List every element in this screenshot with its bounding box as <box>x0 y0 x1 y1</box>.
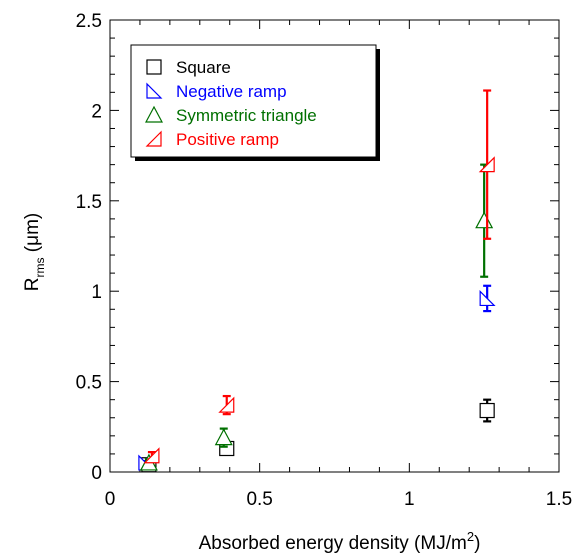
data-point <box>475 211 494 229</box>
series-symmetric-triangle <box>139 163 494 471</box>
legend-marker <box>145 105 163 123</box>
y-tick-label: 1 <box>91 282 102 303</box>
x-axis-title: Absorbed energy density (MJ/m2) <box>199 529 481 554</box>
y-tick-label: 2.5 <box>76 11 102 32</box>
x-axis-title-end: ) <box>474 533 480 554</box>
y-axis-title: Rrms (μm) <box>22 213 47 291</box>
data-point <box>478 156 495 173</box>
legend-entry: Positive ramp <box>176 130 279 149</box>
legend-box <box>130 44 377 158</box>
x-tick-label: 1.5 <box>546 489 572 510</box>
y-axis-title-main: R <box>22 277 43 291</box>
data-point <box>214 428 233 446</box>
data-point <box>479 402 495 419</box>
x-tick-label: 1 <box>404 489 415 510</box>
y-axis-title-sub: rms <box>33 257 47 277</box>
series-positive-ramp <box>143 89 495 464</box>
data-series <box>138 89 496 473</box>
legend-marker <box>146 82 163 99</box>
y-tick-label: 1.5 <box>76 192 102 213</box>
y-tick-label: 2 <box>91 101 102 122</box>
y-tick-label: 0 <box>91 463 102 484</box>
series-negative-ramp <box>138 284 496 471</box>
legend-entry: Negative ramp <box>176 82 287 101</box>
x-axis-title-sup: 2 <box>467 529 474 544</box>
data-point <box>143 447 160 464</box>
legend-entry: Square <box>176 58 231 77</box>
y-tick-label: 0.5 <box>76 373 102 394</box>
legend: Square Negative ramp Symmetric triangle Pos… <box>130 44 377 158</box>
legend-marker <box>145 130 162 147</box>
plot-area-frame <box>109 19 560 473</box>
x-tick-label: 0 <box>105 489 116 510</box>
data-point <box>218 396 235 413</box>
data-point <box>479 289 496 307</box>
x-axis-title-main: Absorbed energy density (MJ/m <box>199 533 467 554</box>
x-tick-label: 0.5 <box>246 489 272 510</box>
legend-marker <box>146 59 162 75</box>
y-axis-title-unit: (μm) <box>22 213 43 258</box>
legend-entry: Symmetric triangle <box>176 106 317 125</box>
series-square <box>141 398 495 473</box>
axis-ticks: 0 0.5 1 1.5 0 0.5 1 1.5 2 2.5 <box>76 11 573 510</box>
